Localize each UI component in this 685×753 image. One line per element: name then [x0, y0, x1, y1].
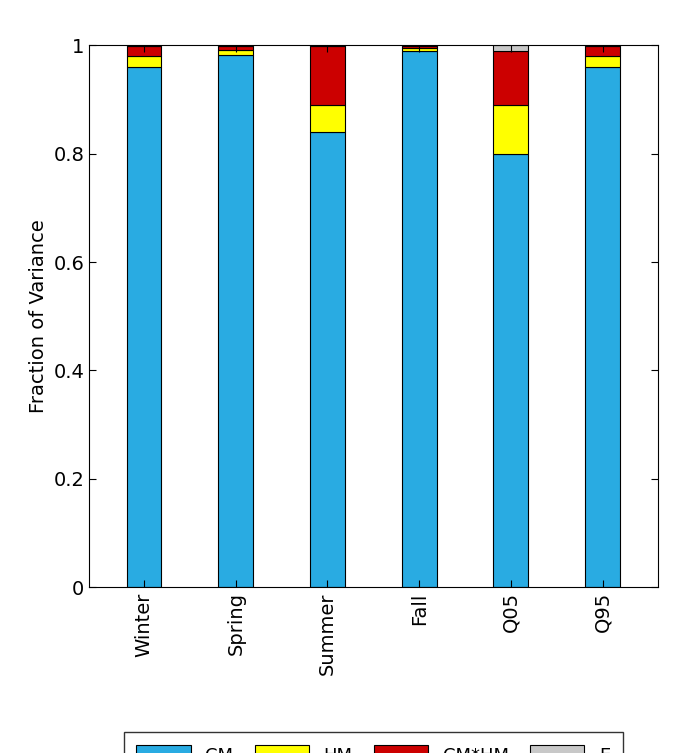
Bar	[493, 154, 528, 587]
Bar	[310, 45, 345, 46]
Legend: CM, HM, CM*HM, E: CM, HM, CM*HM, E	[124, 732, 623, 753]
Bar	[310, 132, 345, 587]
Bar	[401, 48, 436, 50]
Bar	[585, 56, 620, 67]
Bar	[127, 56, 162, 67]
Bar	[585, 45, 620, 46]
Bar	[401, 50, 436, 587]
Bar	[219, 55, 253, 587]
Bar	[585, 46, 620, 56]
Bar	[493, 50, 528, 105]
Bar	[401, 46, 436, 48]
Bar	[493, 45, 528, 50]
Bar	[219, 46, 253, 50]
Bar	[310, 46, 345, 105]
Bar	[127, 46, 162, 56]
Bar	[585, 67, 620, 587]
Bar	[127, 45, 162, 46]
Bar	[310, 105, 345, 132]
Bar	[219, 50, 253, 55]
Bar	[127, 67, 162, 587]
Y-axis label: Fraction of Variance: Fraction of Variance	[29, 219, 48, 413]
Bar	[493, 105, 528, 154]
